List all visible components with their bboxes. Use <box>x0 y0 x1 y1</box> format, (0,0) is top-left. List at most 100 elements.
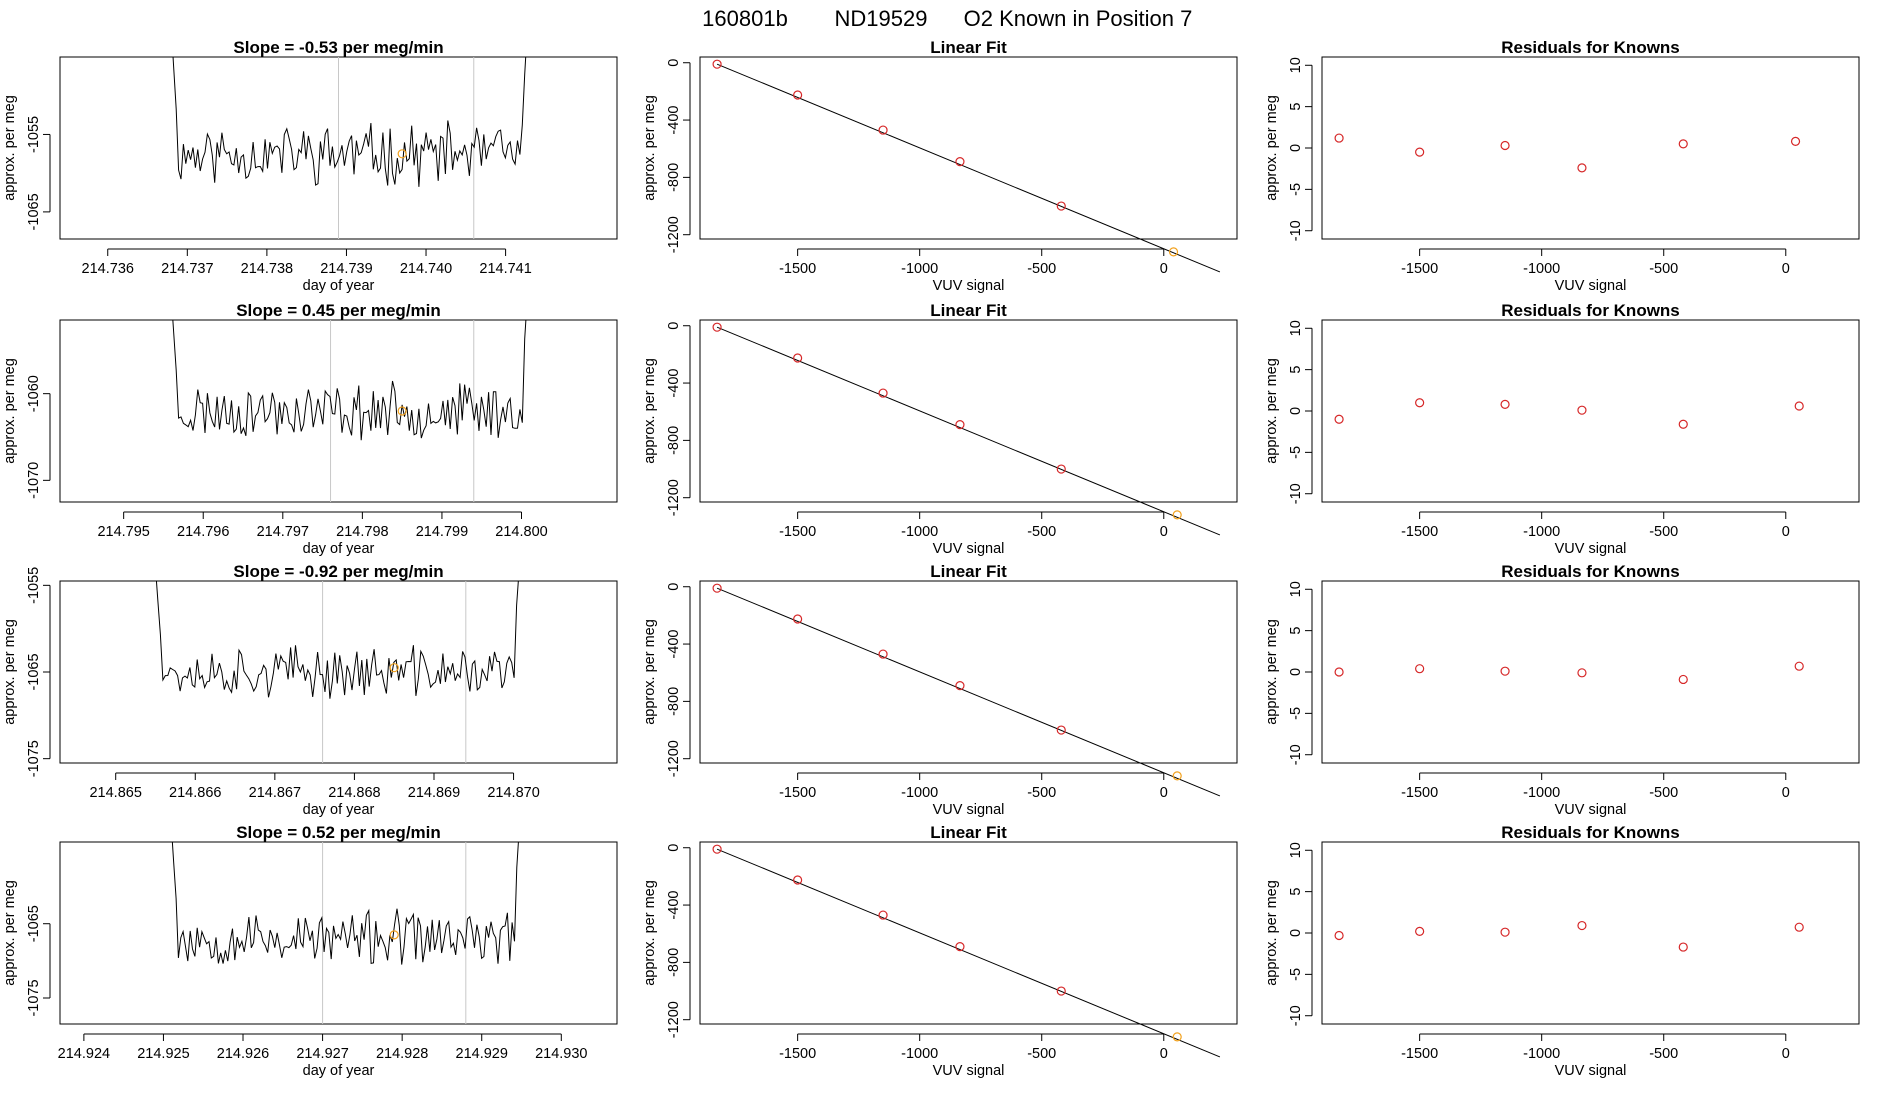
linear-fit-panel: -1500 -1000 -500 0 0 -400 -800 -1200 Linear Fit V… <box>642 562 1238 818</box>
residual-point <box>1334 414 1344 424</box>
time-series-x-tick-label: 214.796 <box>177 524 229 540</box>
residuals-y-tick-label: 5 <box>1288 627 1304 635</box>
linear-fit-y-tick-label: -800 <box>666 687 682 716</box>
figure-title-run-id: 160801b <box>702 6 788 31</box>
time-series-x-tick-label: 214.924 <box>58 1046 110 1062</box>
time-series-panel: 214.736 214.737 214.738 214.739 214.740 214.7… <box>2 38 618 294</box>
time-series-y-tick-label: -1065 <box>26 653 42 690</box>
linear-fit-frame <box>699 56 1238 240</box>
time-series-frame <box>59 580 618 764</box>
residuals-y-label: approx. per meg <box>1264 880 1280 986</box>
fit-line <box>716 848 1221 1058</box>
time-series-x-label: day of year <box>303 1063 375 1079</box>
residuals-panel: -1500 -1000 -500 0 10 5 0 -5 -10 Residuals for Kn… <box>1264 38 1860 294</box>
residuals-frame <box>1321 841 1860 1025</box>
time-series-x-tick-label: 214.736 <box>82 261 134 277</box>
fit-point <box>712 322 722 332</box>
residual-point <box>1415 147 1425 157</box>
linear-fit-y-tick-label: -400 <box>666 891 682 920</box>
fit-point <box>712 583 722 593</box>
time-series-x-tick-label: 214.867 <box>249 785 301 801</box>
time-series-x-tick-label: 214.797 <box>257 524 309 540</box>
residuals-y-tick-label: -5 <box>1288 183 1304 196</box>
linear-fit-y-tick-label: -1200 <box>666 740 682 777</box>
time-series-line <box>172 320 527 441</box>
time-series-line <box>155 581 519 699</box>
residuals-y-tick-label: 5 <box>1288 366 1304 374</box>
residual-point <box>1334 930 1344 941</box>
linear-fit-y-tick-label: 0 <box>666 583 682 591</box>
mean-marker-point <box>389 930 399 940</box>
fit-point <box>878 125 888 135</box>
residuals-x-tick-label: -1500 <box>1401 261 1438 277</box>
linear-fit-y-tick-label: -800 <box>666 426 682 455</box>
fit-point <box>1056 986 1066 996</box>
time-series-y-label: approx. per meg <box>2 619 18 725</box>
linear-fit-x-tick-label: -1500 <box>779 261 816 277</box>
time-series-x-tick-label: 214.740 <box>400 261 452 277</box>
residuals-y-tick-label: -5 <box>1288 707 1304 720</box>
linear-fit-x-tick-label: -1000 <box>901 1046 938 1062</box>
residual-point <box>1577 668 1587 678</box>
panel-grid: 214.736 214.737 214.738 214.739 214.740 214.7… <box>2 38 1860 1079</box>
residuals-x-label: VUV signal <box>1555 278 1627 294</box>
time-series-x-tick-label: 214.795 <box>97 524 149 540</box>
linear-fit-y-tick-label: -1200 <box>666 1001 682 1038</box>
time-series-x-tick-label: 214.925 <box>137 1046 189 1062</box>
linear-fit-panel: -1500 -1000 -500 0 0 -400 -800 -1200 Linear Fit V… <box>642 38 1238 294</box>
fit-point <box>878 649 888 659</box>
residual-point <box>1794 661 1804 671</box>
residual-point <box>1415 398 1425 408</box>
linear-fit-y-tick-label: 0 <box>666 59 682 67</box>
residuals-y-tick-label: 5 <box>1288 888 1304 896</box>
fit-point <box>1056 464 1066 474</box>
linear-fit-x-tick-label: 0 <box>1160 785 1168 801</box>
residual-point <box>1415 926 1425 936</box>
residual-point <box>1500 140 1510 151</box>
linear-fit-frame <box>699 841 1238 1025</box>
residual-point <box>1577 920 1587 931</box>
residuals-y-tick-label: 0 <box>1288 144 1304 152</box>
residuals-panel: -1500 -1000 -500 0 10 5 0 -5 -10 Residuals for Kn… <box>1264 562 1860 818</box>
time-series-x-tick-label: 214.926 <box>217 1046 269 1062</box>
fit-point <box>793 353 803 363</box>
linear-fit-x-tick-label: -1500 <box>779 785 816 801</box>
residual-point <box>1500 666 1510 676</box>
time-series-title: Slope = -0.53 per meg/min <box>233 38 443 57</box>
residuals-x-tick-label: 0 <box>1782 785 1790 801</box>
linear-fit-y-tick-label: -400 <box>666 369 682 398</box>
linear-fit-x-tick-label: -500 <box>1027 524 1056 540</box>
residuals-x-tick-label: -1000 <box>1523 785 1560 801</box>
fit-point <box>878 910 888 920</box>
residuals-y-tick-label: -10 <box>1288 220 1304 241</box>
residuals-y-tick-label: -10 <box>1288 1005 1304 1026</box>
time-series-x-tick-label: 214.865 <box>89 785 141 801</box>
fit-point <box>955 681 965 691</box>
time-series-x-tick-label: 214.868 <box>328 785 380 801</box>
residuals-y-tick-label: 10 <box>1288 57 1304 73</box>
linear-fit-title: Linear Fit <box>930 562 1007 581</box>
residuals-panel: -1500 -1000 -500 0 10 5 0 -5 -10 Residuals for Kn… <box>1264 823 1860 1079</box>
panel-row-4: 214.924 214.925 214.926 214.927 214.928 214.9… <box>2 823 1860 1079</box>
residuals-x-label: VUV signal <box>1555 802 1627 818</box>
time-series-x-tick-label: 214.741 <box>479 261 531 277</box>
time-series-x-tick-label: 214.738 <box>241 261 293 277</box>
residuals-x-tick-label: -500 <box>1649 1046 1678 1062</box>
linear-fit-y-label: approx. per meg <box>642 358 658 464</box>
fit-point <box>712 844 722 854</box>
linear-fit-y-tick-label: -400 <box>666 630 682 659</box>
linear-fit-x-label: VUV signal <box>933 1063 1005 1079</box>
residuals-title: Residuals for Knowns <box>1501 823 1680 842</box>
residual-point <box>1790 136 1801 146</box>
linear-fit-x-tick-label: -1000 <box>901 261 938 277</box>
linear-fit-x-tick-label: -1500 <box>779 524 816 540</box>
time-series-line <box>171 842 519 965</box>
linear-fit-x-label: VUV signal <box>933 278 1005 294</box>
residual-point <box>1415 664 1425 674</box>
residuals-x-tick-label: 0 <box>1782 261 1790 277</box>
residual-point <box>1794 401 1804 411</box>
linear-fit-x-tick-label: -1000 <box>901 524 938 540</box>
residuals-x-tick-label: -1000 <box>1523 1046 1560 1062</box>
residuals-x-tick-label: -1500 <box>1401 1046 1438 1062</box>
